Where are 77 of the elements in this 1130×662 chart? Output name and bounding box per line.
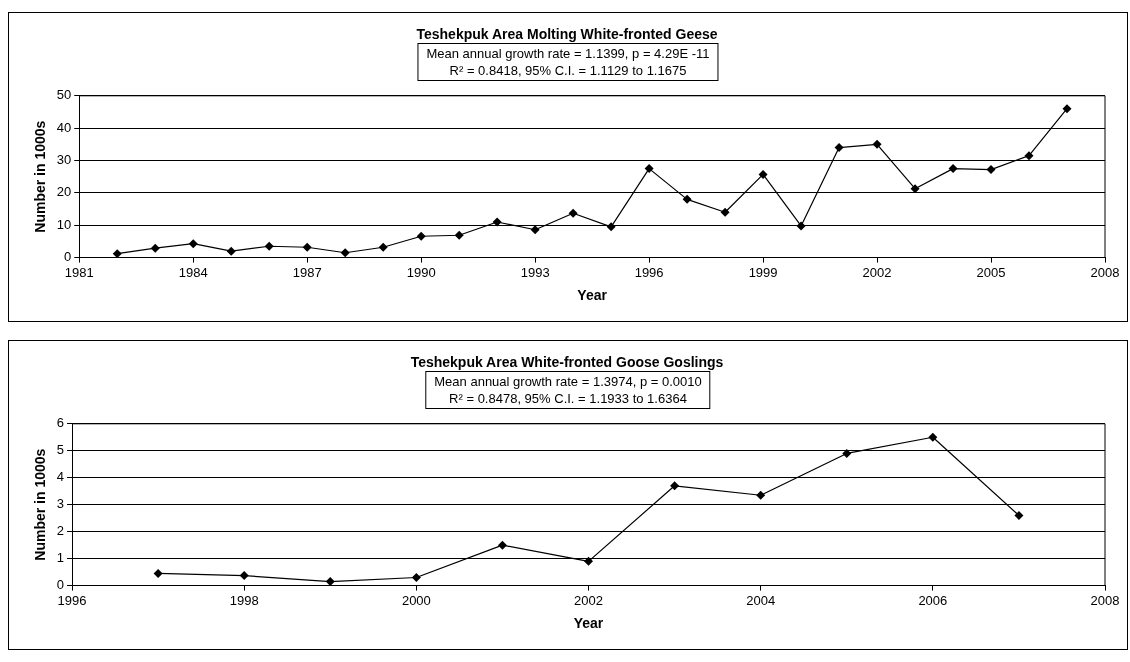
point <box>188 239 198 249</box>
chart-title: Teshekpuk Area Molting White-fronted Geese <box>416 26 718 43</box>
x-axis-title: Year <box>573 615 604 632</box>
x-tick-label: 2000 <box>401 592 431 608</box>
point <box>153 568 163 578</box>
y-tick-label: 30 <box>56 152 72 168</box>
point <box>150 243 160 253</box>
y-tick-label: 2 <box>56 523 65 539</box>
point <box>1014 510 1024 520</box>
point <box>758 169 768 179</box>
x-tick-label: 1999 <box>748 264 778 280</box>
y-tick-label: 40 <box>56 119 72 135</box>
point <box>842 448 852 458</box>
x-tick-label: 1981 <box>64 264 94 280</box>
x-axis-title: Year <box>577 287 608 304</box>
x-tick-label: 1987 <box>292 264 322 280</box>
point <box>239 571 249 581</box>
point <box>1062 104 1072 114</box>
x-tick-label: 2005 <box>976 264 1006 280</box>
point <box>416 231 426 241</box>
text: Mean annual growth rate = 1.3974, p = 0.0010 <box>434 374 702 389</box>
point <box>682 194 692 204</box>
x-tick-label: 2006 <box>918 592 948 608</box>
point <box>112 249 122 258</box>
point <box>872 139 882 149</box>
y-tick-label: 50 <box>56 87 72 103</box>
text: R² = 0.8478, 95% C.I. = 1.1933 to 1.6364 <box>449 391 687 406</box>
point <box>756 490 766 500</box>
y-tick-label: 5 <box>56 442 65 458</box>
point <box>928 432 938 442</box>
point <box>340 248 350 258</box>
x-tick-label: 2002 <box>862 264 892 280</box>
point <box>378 242 388 252</box>
text: Mean annual growth rate = 1.1399, p = 4.29E -11 <box>426 46 710 61</box>
y-tick-label: 4 <box>56 469 65 485</box>
point <box>530 225 540 235</box>
x-tick-label: 1993 <box>520 264 550 280</box>
point <box>454 230 464 240</box>
x-tick-label: 2004 <box>746 592 776 608</box>
point <box>1024 151 1034 161</box>
point <box>644 164 654 174</box>
chart-title: Teshekpuk Area White-fronted Goose Goslings <box>410 354 724 371</box>
y-tick-label: 6 <box>56 415 65 431</box>
point <box>584 556 594 566</box>
point <box>834 143 844 153</box>
point <box>910 184 920 194</box>
point <box>264 241 274 251</box>
y-tick-label: 1 <box>56 550 65 566</box>
point <box>796 221 806 231</box>
x-tick-label: 1998 <box>229 592 259 608</box>
y-tick-label: 10 <box>56 216 72 232</box>
point <box>226 246 236 256</box>
x-tick-label: 2008 <box>1090 264 1120 280</box>
x-tick-label: 2008 <box>1090 592 1120 608</box>
x-tick-label: 1996 <box>634 264 664 280</box>
point <box>325 577 335 586</box>
point <box>568 208 578 218</box>
x-tick-label: 1984 <box>178 264 208 280</box>
y-tick-label: 20 <box>56 184 72 200</box>
y-axis-title: Number in 1000s <box>32 120 49 233</box>
text: R² = 0.8418, 95% C.I. = 1.1129 to 1.1675 <box>449 63 687 78</box>
y-axis-title: Number in 1000s <box>32 448 49 561</box>
point <box>948 164 958 174</box>
y-tick-label: 0 <box>56 577 65 593</box>
point <box>670 481 680 491</box>
point <box>411 573 421 583</box>
x-tick-label: 1996 <box>57 592 87 608</box>
x-tick-label: 2002 <box>574 592 603 608</box>
y-tick-label: 3 <box>56 496 65 512</box>
point <box>606 222 616 232</box>
point <box>986 165 996 175</box>
y-tick-label: 0 <box>64 249 72 265</box>
point <box>720 207 730 217</box>
point <box>497 540 507 550</box>
point <box>492 217 502 227</box>
x-tick-label: 1990 <box>406 264 436 280</box>
point <box>302 242 312 252</box>
